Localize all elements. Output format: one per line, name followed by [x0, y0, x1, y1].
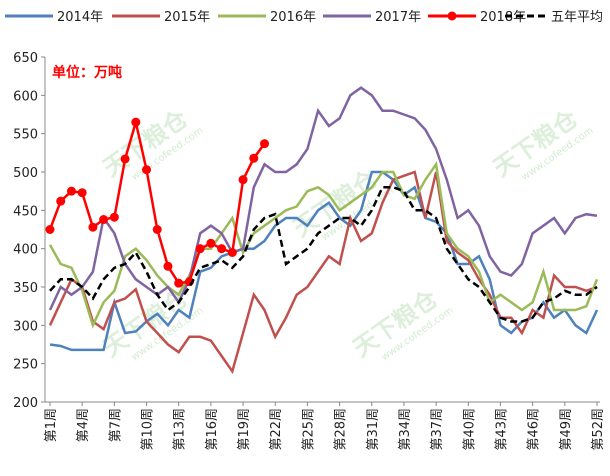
- series-marker: [206, 238, 216, 248]
- series-marker: [174, 278, 184, 288]
- series-marker: [45, 225, 55, 234]
- y-tick-label: 450: [13, 204, 38, 219]
- legend-label: 2017年: [375, 10, 421, 25]
- y-tick-label: 600: [13, 89, 38, 104]
- series-marker: [195, 244, 205, 254]
- x-tick-label: 第40周: [462, 408, 477, 451]
- y-tick-label: 650: [13, 51, 38, 66]
- y-tick-label: 550: [13, 128, 38, 143]
- series-marker: [120, 154, 130, 164]
- series-line: [48, 86, 598, 311]
- series-marker: [227, 248, 237, 257]
- y-tick-label: 500: [13, 166, 38, 181]
- y-tick-label: 200: [13, 396, 38, 411]
- x-tick-label: 第28周: [334, 408, 349, 451]
- x-tick-label: 第49周: [559, 408, 574, 451]
- unit-note: 单位：万吨: [52, 64, 122, 81]
- series-marker: [56, 196, 66, 206]
- series-marker: [238, 175, 248, 185]
- series-line: [48, 170, 598, 375]
- legend-label: 五年平均: [551, 10, 603, 25]
- x-tick-label: 第4周: [76, 408, 91, 442]
- legend-marker: [447, 11, 457, 21]
- x-tick-label: 第34周: [398, 408, 413, 451]
- y-tick-label: 300: [13, 319, 38, 334]
- x-tick-label: 第46周: [527, 408, 542, 451]
- x-tick-label: 第31周: [366, 408, 381, 451]
- x-tick-label: 第19周: [237, 408, 252, 451]
- y-tick-label: 400: [13, 243, 38, 258]
- x-tick-label: 第52周: [591, 408, 606, 451]
- series-marker: [88, 222, 98, 232]
- legend-label: 2016年: [270, 10, 316, 25]
- series-line: [49, 186, 598, 323]
- series-marker: [66, 186, 76, 196]
- series-line: [49, 170, 599, 352]
- x-tick-label: 第43周: [494, 408, 509, 451]
- series-marker: [99, 215, 109, 225]
- x-tick-label: 第7周: [108, 408, 123, 442]
- y-tick-label: 250: [13, 358, 38, 373]
- legend-label: 2015年: [164, 10, 210, 25]
- x-tick-label: 第37周: [430, 408, 445, 451]
- series-line: [48, 161, 599, 329]
- series-marker: [260, 139, 270, 149]
- series-marker: [109, 212, 119, 222]
- series-marker: [249, 153, 259, 163]
- x-tick-label: 第22周: [269, 408, 284, 451]
- x-tick-label: 第10周: [141, 408, 156, 451]
- series-marker: [77, 188, 87, 198]
- series-marker: [152, 225, 162, 234]
- x-tick-label: 第16周: [205, 408, 220, 451]
- legend-label: 2018年: [480, 10, 526, 25]
- series-marker: [163, 261, 173, 271]
- x-tick-label: 第1周: [44, 408, 59, 442]
- series-marker: [217, 244, 227, 254]
- series-marker: [131, 117, 141, 127]
- x-tick-label: 第13周: [173, 408, 188, 451]
- y-tick-label: 350: [13, 281, 38, 296]
- series-marker: [142, 165, 152, 175]
- x-tick-label: 第25周: [301, 408, 316, 451]
- legend-label: 2014年: [57, 10, 103, 25]
